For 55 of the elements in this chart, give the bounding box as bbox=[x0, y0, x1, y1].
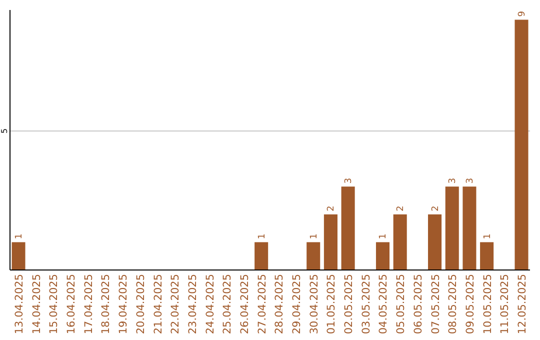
x-tick-label: 26.04.2025 bbox=[238, 274, 251, 334]
bar bbox=[480, 242, 494, 270]
x-tick-label: 09.05.2025 bbox=[464, 274, 476, 334]
x-tick-label: 21.04.2025 bbox=[152, 274, 164, 334]
bar bbox=[393, 214, 407, 270]
data-label: 9 bbox=[518, 10, 528, 17]
x-tick-label: 04.05.2025 bbox=[378, 274, 390, 334]
x-tick-label: 02.05.2025 bbox=[343, 274, 356, 334]
x-tick-label: 18.04.2025 bbox=[100, 274, 112, 334]
x-tick-label: 12.05.2025 bbox=[516, 274, 528, 334]
bar bbox=[254, 242, 268, 270]
x-tick-label: 15.04.2025 bbox=[48, 274, 60, 334]
y-tick-label: 5 bbox=[0, 128, 9, 134]
x-tick-label: 13.04.2025 bbox=[14, 274, 26, 334]
x-tick-label: 07.05.2025 bbox=[430, 274, 442, 334]
x-tick-label: 30.04.2025 bbox=[308, 274, 320, 334]
bar bbox=[341, 186, 355, 270]
bar bbox=[306, 242, 320, 270]
x-tick-label: 24.04.2025 bbox=[204, 274, 216, 334]
x-tick-label: 16.04.2025 bbox=[66, 274, 78, 334]
data-label: 3 bbox=[465, 178, 476, 184]
x-tick-label: 25.04.2025 bbox=[222, 274, 234, 334]
x-tick-label: 22.04.2025 bbox=[170, 274, 182, 334]
bar bbox=[428, 214, 442, 270]
x-tick-label: 14.04.2025 bbox=[30, 274, 43, 334]
data-label: 2 bbox=[430, 206, 441, 212]
x-tick-label: 05.05.2025 bbox=[395, 274, 408, 334]
x-tick-label: 29.04.2025 bbox=[291, 274, 304, 334]
data-label: 1 bbox=[14, 233, 24, 240]
data-label: 1 bbox=[309, 233, 320, 240]
x-tick-label: 06.05.2025 bbox=[412, 274, 424, 334]
bar bbox=[462, 186, 476, 270]
x-tick-label: 20.04.2025 bbox=[134, 274, 147, 334]
data-label: 3 bbox=[344, 178, 354, 184]
x-tick-label: 19.04.2025 bbox=[118, 274, 130, 334]
x-tick-label: 28.04.2025 bbox=[274, 274, 286, 334]
bar bbox=[445, 186, 459, 270]
x-tick-label: 08.05.2025 bbox=[447, 274, 460, 334]
data-label: 2 bbox=[396, 206, 406, 212]
x-tick-label: 27.04.2025 bbox=[256, 274, 268, 334]
data-label: 1 bbox=[378, 233, 389, 240]
x-tick-label: 03.05.2025 bbox=[360, 274, 372, 334]
bar bbox=[514, 20, 528, 270]
x-tick-label: 01.05.2025 bbox=[326, 274, 338, 334]
x-tick-label: 17.04.2025 bbox=[82, 274, 95, 334]
bar bbox=[376, 242, 390, 270]
data-label: 2 bbox=[326, 206, 337, 212]
bar bbox=[324, 214, 338, 270]
x-tick-label: 23.04.2025 bbox=[186, 274, 199, 334]
x-tick-label: 11.05.2025 bbox=[499, 274, 512, 334]
data-label: 3 bbox=[448, 178, 458, 184]
bar bbox=[12, 242, 26, 270]
data-label: 1 bbox=[482, 233, 493, 240]
x-tick-label: 10.05.2025 bbox=[482, 274, 494, 334]
data-label: 1 bbox=[257, 233, 268, 240]
